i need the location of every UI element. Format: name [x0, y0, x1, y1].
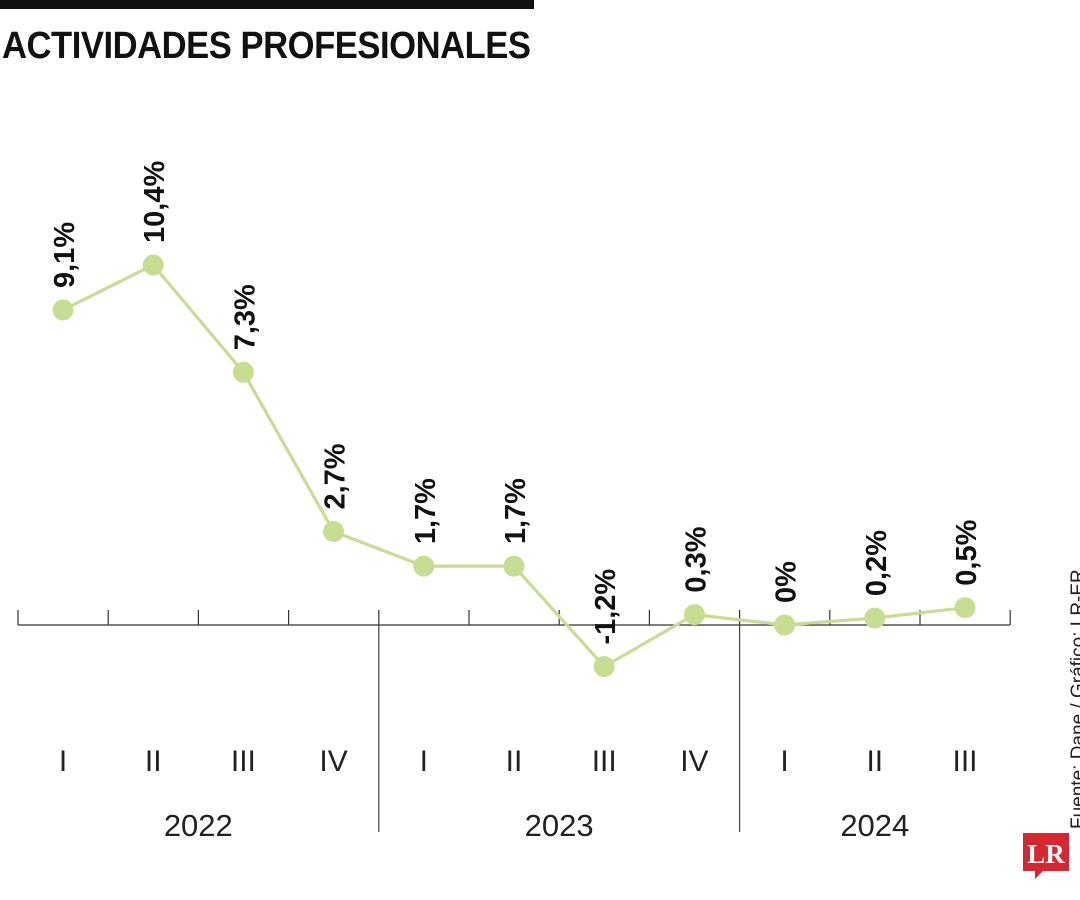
- data-label: 9,1%: [49, 222, 81, 288]
- logo-text: LR: [1027, 839, 1065, 869]
- data-label: 7,3%: [229, 284, 261, 350]
- data-point: [774, 614, 796, 636]
- quarter-label: I: [420, 745, 428, 778]
- data-point: [52, 299, 74, 321]
- data-point: [323, 521, 345, 543]
- series-line: [62, 263, 966, 669]
- quarter-label: II: [866, 745, 883, 778]
- data-label: 10,4%: [139, 161, 171, 243]
- quarter-label: I: [780, 745, 788, 778]
- year-label: 2024: [840, 808, 909, 843]
- data-label: 0%: [771, 561, 803, 603]
- quarter-label: III: [592, 745, 617, 778]
- data-label: 0,2%: [861, 530, 893, 596]
- data-point: [232, 361, 254, 383]
- source-note: Fuente: Dane / Gráfico: LR-ER: [1068, 569, 1080, 829]
- data-label: 0,3%: [680, 526, 712, 592]
- logo-badge-shape: [1023, 833, 1069, 879]
- chart-title: ACTIVIDADES PROFESIONALES: [2, 25, 531, 67]
- quarter-label: II: [145, 745, 162, 778]
- year-label: 2023: [525, 808, 594, 843]
- data-point: [413, 555, 435, 577]
- quarter-label: I: [59, 745, 67, 778]
- data-point: [503, 555, 525, 577]
- data-label: 1,7%: [500, 478, 532, 544]
- year-label: 2022: [164, 808, 233, 843]
- quarter-label: III: [231, 745, 256, 778]
- top-rule: [0, 0, 534, 9]
- data-label: 1,7%: [410, 478, 442, 544]
- quarter-label: IV: [680, 745, 708, 778]
- quarter-label: II: [506, 745, 523, 778]
- data-point: [864, 607, 886, 629]
- data-label: -1,2%: [590, 569, 622, 645]
- quarter-label: III: [952, 745, 977, 778]
- quarter-label: IV: [319, 745, 347, 778]
- data-point: [142, 254, 164, 276]
- data-label: 0,5%: [951, 519, 983, 585]
- data-point: [954, 597, 976, 619]
- data-point: [683, 604, 705, 626]
- lr-logo: LR: [1023, 833, 1069, 879]
- data-label: 2,7%: [320, 443, 352, 509]
- data-point: [593, 656, 615, 678]
